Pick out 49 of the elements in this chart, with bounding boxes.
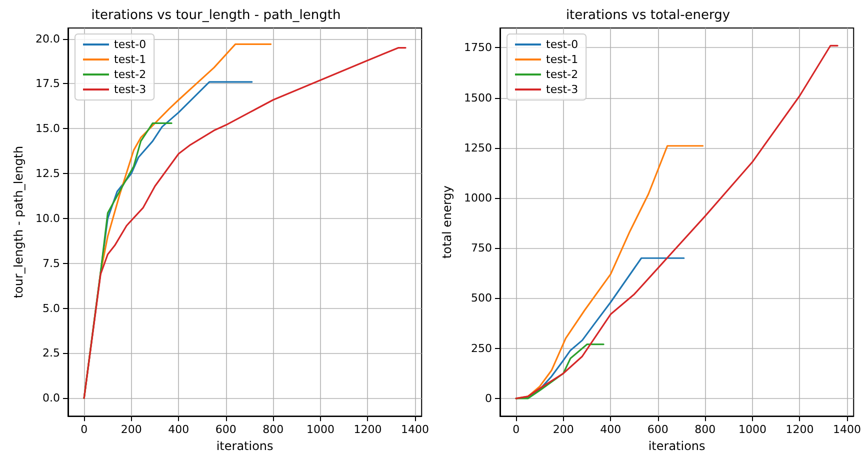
y-tick-label: 7.5	[42, 256, 60, 270]
y-tick-label: 1500	[464, 91, 492, 104]
legend-label: test-1	[114, 53, 146, 66]
y-tick-label: 2.5	[42, 346, 60, 360]
x-tick-label: 1200	[354, 423, 382, 436]
x-tick-label: 1400	[401, 423, 430, 436]
x-tick-label: 0	[512, 423, 520, 436]
y-tick-label: 0	[485, 392, 492, 405]
x-tick-label: 400	[168, 423, 190, 436]
line-series	[83, 46, 406, 399]
y-tick-label: 500	[471, 292, 492, 305]
legend-label: test-1	[546, 53, 578, 66]
y-tick-label: 20.0	[36, 32, 60, 46]
legend-label: test-0	[114, 38, 146, 51]
x-tick-label: 600	[215, 423, 236, 436]
y-tick-label: 1000	[464, 191, 492, 204]
x-tick-label: 400	[600, 423, 622, 436]
x-tick-label: 200	[120, 423, 142, 436]
y-tick-label: 1750	[464, 41, 492, 54]
x-tick-label: 1000	[306, 423, 334, 436]
x-tick-label: 800	[694, 423, 716, 436]
y-tick-label: 12.5	[36, 167, 60, 180]
x-tick-label: 1200	[786, 423, 814, 436]
chart-title: iterations vs total-energy	[566, 8, 730, 23]
x-tick-label: 200	[552, 423, 574, 436]
x-axis-title: iterations	[216, 439, 274, 453]
x-tick-label: 1000	[738, 423, 766, 436]
legend-label: test-2	[114, 68, 146, 81]
legend-label: test-2	[546, 68, 578, 81]
y-tick-label: 10.0	[36, 212, 60, 225]
legend-label: test-0	[546, 38, 578, 51]
chart-title: iterations vs tour_length - path_length	[91, 8, 341, 23]
y-tick-label: 750	[471, 242, 492, 255]
legend-label: test-3	[114, 83, 146, 96]
y-axis-title: total energy	[440, 186, 454, 259]
y-tick-label: 1250	[464, 141, 492, 154]
y-tick-label: 0.0	[42, 392, 60, 405]
line-series	[515, 344, 604, 400]
y-tick-label: 15.0	[36, 122, 60, 136]
x-tick-label: 0	[80, 423, 88, 436]
y-tick-label: 5.0	[42, 302, 60, 315]
y-tick-label: 250	[471, 342, 492, 355]
y-axis-title: tour_length - path_length	[12, 146, 26, 298]
x-axis-title: iterations	[648, 439, 706, 453]
y-tick-label: 17.5	[36, 77, 60, 90]
legend-label: test-3	[546, 83, 578, 96]
x-tick-label: 600	[647, 423, 668, 436]
x-tick-label: 1400	[833, 423, 862, 436]
x-tick-label: 800	[262, 423, 284, 436]
